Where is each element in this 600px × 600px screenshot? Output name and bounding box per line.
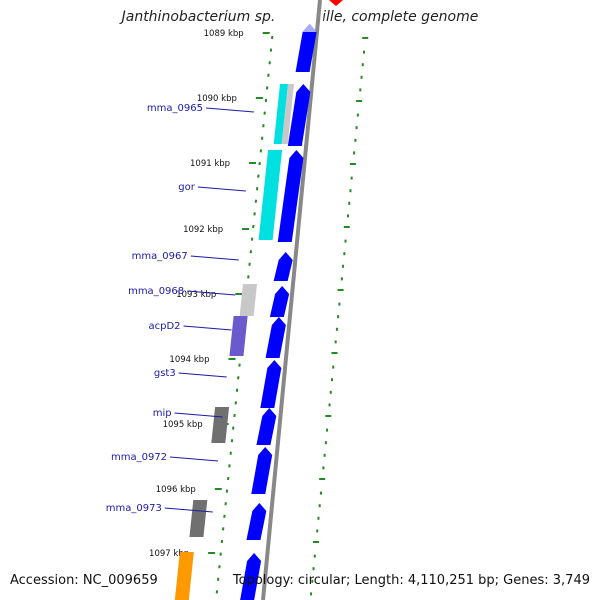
cds-arrow xyxy=(260,360,282,408)
feature-box xyxy=(273,84,288,144)
gene-label-gst3: gst3 xyxy=(154,368,176,379)
gene-leader-line xyxy=(187,290,236,296)
cds-arrow xyxy=(246,503,267,540)
feature-box xyxy=(258,150,283,240)
summary-text: Topology: circular; Length: 4,110,251 bp… xyxy=(232,573,590,588)
origin-marker xyxy=(329,0,343,6)
gene-label-mma_0965: mma_0965 xyxy=(147,103,203,114)
cds-arrow xyxy=(251,447,273,494)
gene-leader-line xyxy=(170,456,219,462)
gene-leader-line xyxy=(164,507,213,513)
accession-text: Accession: NC_009659 xyxy=(10,573,158,588)
gene-leader-line xyxy=(174,412,223,418)
cds-arrow xyxy=(273,252,293,281)
cds-arrow xyxy=(265,317,286,358)
gene-label-mma_0972: mma_0972 xyxy=(111,452,167,463)
feature-box xyxy=(189,500,208,537)
cds-arrow xyxy=(269,286,290,317)
gene-label-gor: gor xyxy=(178,182,195,193)
gene-leader-line xyxy=(205,107,255,113)
kbp-tick-label: 1089 kbp xyxy=(204,29,244,39)
cds-arrow-head xyxy=(302,24,317,32)
gene-label-acpD2: acpD2 xyxy=(148,321,180,332)
kbp-tick-label: 1096 kbp xyxy=(156,485,196,495)
kbp-tick-label: 1091 kbp xyxy=(190,159,230,169)
gene-leader-line xyxy=(190,255,239,261)
kbp-tick-label: 1095 kbp xyxy=(163,420,203,430)
cds-arrow xyxy=(295,24,317,72)
map-band xyxy=(222,0,325,600)
kbp-tick-label: 1093 kbp xyxy=(176,290,216,300)
gene-leader-line xyxy=(183,325,232,331)
gene-label-mip: mip xyxy=(153,408,172,419)
cds-arrow xyxy=(240,553,262,600)
feature-box xyxy=(211,407,230,443)
cds-arrow xyxy=(277,150,304,242)
cds-arrow xyxy=(287,84,311,146)
kbp-tick-label: 1097 kbp xyxy=(149,549,189,559)
feature-box xyxy=(229,316,248,356)
gene-label-mma_0967: mma_0967 xyxy=(132,251,188,262)
gene-leader-line xyxy=(178,372,227,378)
feature-box xyxy=(174,552,194,600)
backbone-line xyxy=(261,0,322,600)
kbp-tick-label: 1094 kbp xyxy=(169,355,209,365)
cds-arrow xyxy=(256,408,277,445)
feature-box xyxy=(239,284,257,316)
gene-leader-line xyxy=(197,186,246,192)
gene-label-mma_0973: mma_0973 xyxy=(106,503,162,514)
kbp-tick-label: 1090 kbp xyxy=(197,94,237,104)
feature-box xyxy=(281,84,294,144)
gene-label-mma_0968: mma_0968 xyxy=(128,286,184,297)
kbp-tick-label: 1092 kbp xyxy=(183,225,223,235)
